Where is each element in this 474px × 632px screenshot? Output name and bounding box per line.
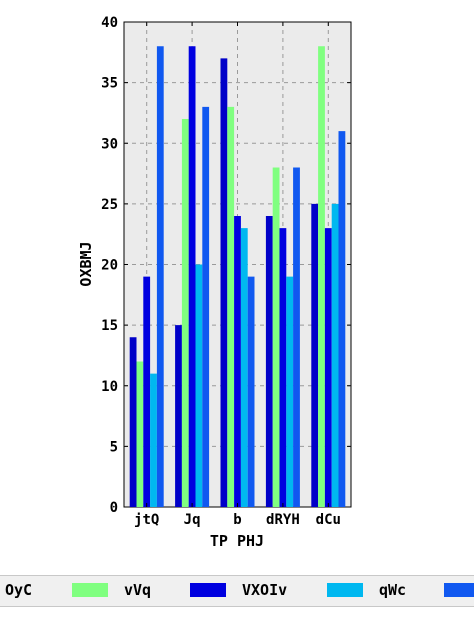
legend-swatch (327, 583, 363, 597)
bar (293, 167, 300, 507)
bar (143, 276, 151, 507)
y-tick-label: 20 (101, 258, 118, 274)
bar (286, 276, 294, 507)
bar (188, 46, 196, 507)
bar (220, 58, 228, 507)
y-tick-label: 25 (101, 197, 118, 213)
bar (234, 216, 241, 507)
y-tick-label: 0 (110, 500, 118, 516)
x-tick-label: jtQ (134, 512, 159, 528)
x-axis-label: TP PHJ (210, 532, 264, 550)
x-tick-label: b (233, 512, 241, 528)
legend-label: vVq (124, 581, 152, 599)
y-axis-label: OXBMJ (77, 241, 95, 286)
bars (129, 46, 346, 507)
y-tick-label: 5 (110, 439, 118, 455)
bar (272, 167, 280, 507)
legend-label: OyC (5, 581, 33, 599)
bar (338, 131, 346, 507)
legend: OyC vVq VXOIv qWc (0, 575, 474, 607)
legend-swatch (72, 583, 108, 597)
y-tick-label: 15 (101, 318, 118, 334)
bar (175, 325, 182, 507)
y-tick-label: 30 (101, 136, 118, 152)
x-tick-label: dRYH (266, 512, 300, 528)
bar (227, 106, 235, 507)
bar (181, 119, 189, 507)
legend-label: qWc (379, 581, 407, 599)
bar (247, 276, 255, 507)
y-tick-label: 10 (101, 379, 118, 395)
y-tick-label: 40 (101, 15, 118, 31)
bar (129, 337, 137, 507)
bar (311, 203, 319, 507)
bar (156, 46, 164, 507)
bar (279, 228, 287, 507)
x-axis-ticks: jtQ Jq b dRYH dCu (134, 22, 341, 528)
bar (195, 264, 203, 507)
x-tick-label: dCu (316, 512, 341, 528)
bar (136, 361, 144, 507)
bar (318, 46, 325, 507)
bar (150, 373, 157, 507)
legend-label: VXOIv (242, 581, 288, 599)
bar (265, 216, 273, 507)
bar-chart: 0 5 10 15 20 25 30 35 40 jtQ Jq b dRYH dCu TP PHJ OX… (77, 15, 352, 550)
bar (202, 106, 210, 507)
bar (240, 228, 248, 507)
y-tick-label: 35 (101, 76, 118, 92)
legend-swatch (444, 583, 474, 597)
legend-swatch (190, 583, 226, 597)
x-tick-label: Jq (184, 512, 201, 528)
bar (324, 228, 332, 507)
bar (331, 203, 339, 507)
y-axis-ticks: 0 5 10 15 20 25 30 35 40 (101, 15, 351, 516)
